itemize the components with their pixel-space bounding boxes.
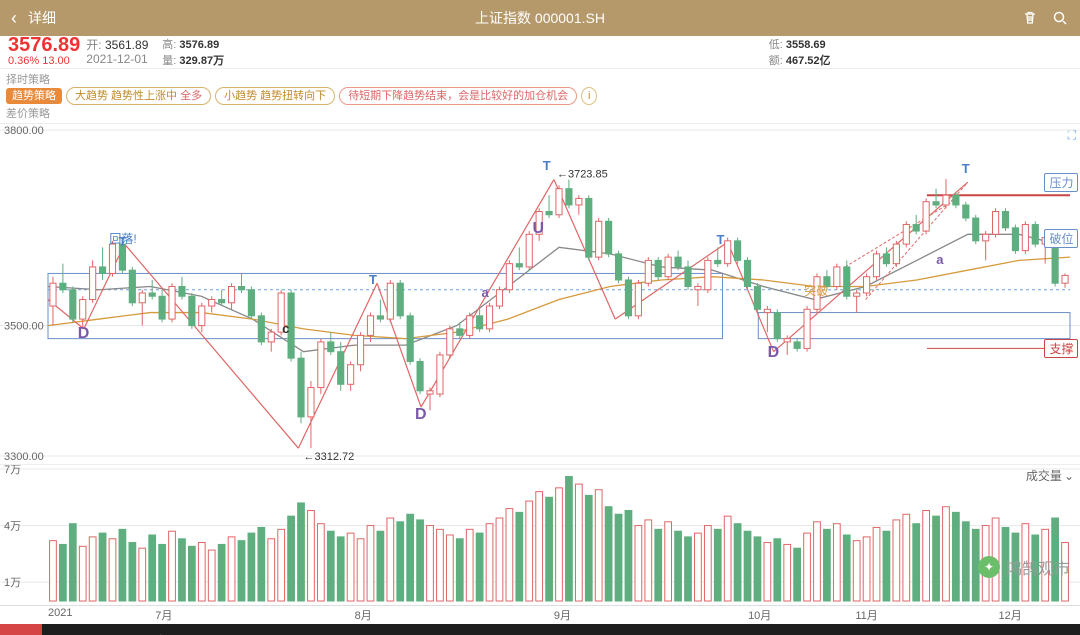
search-icon[interactable] bbox=[1052, 10, 1068, 26]
bottom-bar: 日 周 月 更多 ▾ 指标 ▴ 默认 bbox=[0, 624, 1080, 635]
svg-text:3800.00: 3800.00 bbox=[4, 125, 44, 137]
period-month[interactable]: 月 bbox=[84, 624, 126, 635]
period-day[interactable]: 日 bbox=[0, 624, 42, 635]
strategy-active[interactable]: 趋势策略 bbox=[6, 88, 62, 104]
svg-text:1万: 1万 bbox=[4, 577, 21, 589]
price-change: 0.36% 13.00 bbox=[8, 54, 80, 68]
volume-chart[interactable]: 成交量 ⌄ 1万 4万 7万 bbox=[0, 464, 1080, 605]
strategy-bar: 择时策略 趋势策略 大趋势 趋势性上涨中 全多 小趋势 趋势扭转向下 待短期下降… bbox=[0, 69, 1080, 123]
svg-text:7万: 7万 bbox=[4, 465, 21, 476]
svg-text:3500.00: 3500.00 bbox=[4, 321, 44, 333]
page-title: 上证指数 000001.SH bbox=[0, 8, 1080, 28]
back-label[interactable]: 详细 bbox=[28, 8, 56, 28]
volume-selector[interactable]: 成交量 ⌄ bbox=[1026, 467, 1074, 484]
period-more[interactable]: 更多 ▾ bbox=[126, 624, 187, 635]
x-axis: 20217月8月9月10月11月12月 bbox=[0, 605, 1080, 624]
back-icon[interactable]: ‹ bbox=[0, 8, 28, 29]
price-chart[interactable]: ⛶ 3300.003500.003800.00←3723.85←3312.72 … bbox=[0, 123, 1080, 464]
trash-icon[interactable] bbox=[1022, 10, 1038, 26]
strategy-pill-1[interactable]: 大趋势 趋势性上涨中 全多 bbox=[66, 87, 211, 105]
info-icon[interactable]: i bbox=[581, 87, 597, 105]
top-bar: ‹ 详细 上证指数 000001.SH bbox=[0, 0, 1080, 36]
period-week[interactable]: 周 bbox=[42, 624, 84, 635]
svg-text:3300.00: 3300.00 bbox=[4, 451, 44, 463]
svg-text:←3312.72: ←3312.72 bbox=[304, 451, 355, 463]
svg-text:4万: 4万 bbox=[4, 521, 21, 533]
svg-text:←3723.85: ←3723.85 bbox=[557, 169, 608, 181]
strategy-pill-3[interactable]: 待短期下降趋势结束，会是比较好的加仓机会 bbox=[339, 87, 577, 105]
strategy-pill-2[interactable]: 小趋势 趋势扭转向下 bbox=[215, 87, 335, 105]
chevron-down-icon: ⌄ bbox=[1064, 469, 1074, 483]
last-price: 3576.89 bbox=[8, 36, 80, 54]
quote-row: 3576.89 0.36% 13.00 开: 3561.89 2021-12-0… bbox=[0, 36, 1080, 69]
quote-date: 2021-12-01 bbox=[86, 52, 156, 66]
